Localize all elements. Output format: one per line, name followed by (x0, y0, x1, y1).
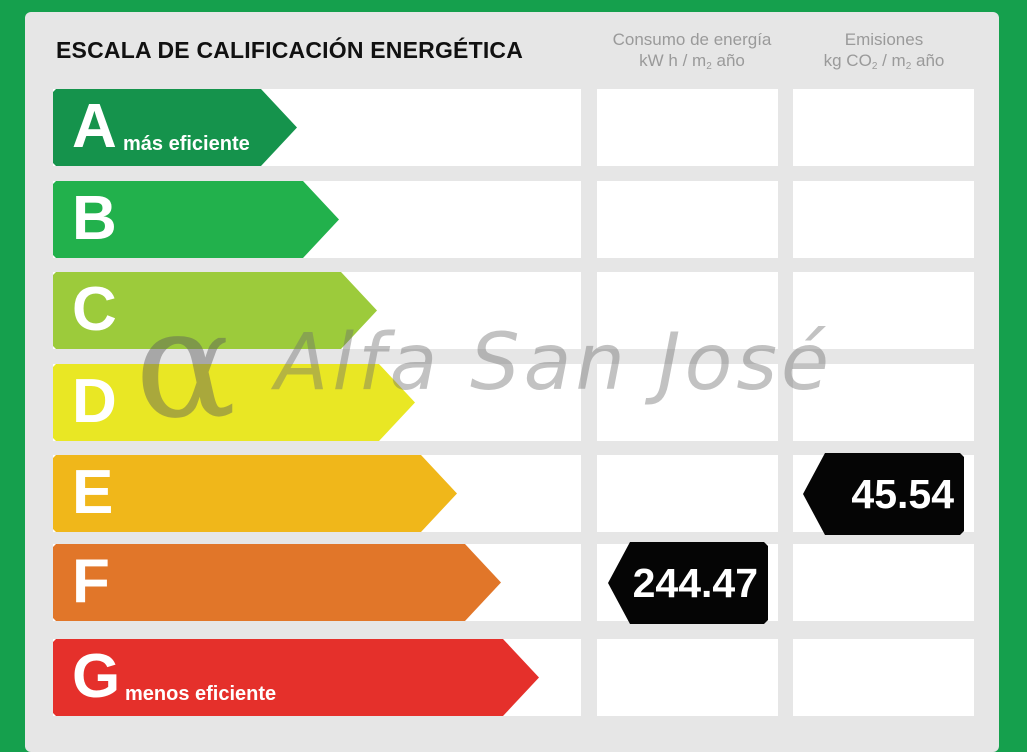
rating-arrow-shape (53, 364, 415, 441)
emissions-cell (793, 639, 974, 716)
emissions-cell (793, 181, 974, 258)
energy-header-line1: Consumo de energía (612, 30, 772, 49)
emissions-cell (793, 272, 974, 349)
rating-bar-d: D (53, 364, 415, 441)
rating-description: más eficiente (123, 133, 250, 155)
value-tag-shape (803, 453, 964, 535)
energy-cell (597, 272, 778, 349)
emissions-header-unit: kg CO2 / m2 año (823, 51, 945, 72)
rating-letter: C (72, 275, 117, 344)
rating-arrow-shape (53, 89, 297, 166)
energy-value-tag-text: 244.47 (632, 559, 758, 606)
rating-description: menos eficiente (125, 683, 277, 705)
rating-letter: D (72, 367, 117, 436)
rating-bar-c: C (53, 272, 377, 349)
energy-cell (597, 364, 778, 441)
emissions-value-tag: 45.54 (803, 453, 964, 535)
rating-bar-f: F (53, 544, 501, 621)
energy-cell (597, 181, 778, 258)
energy-value-tag: 244.47 (608, 542, 768, 624)
rating-letter: A (72, 92, 117, 161)
emissions-value-tag-text: 45.54 (851, 470, 954, 517)
rating-letter: E (72, 458, 114, 527)
emissions-cell (793, 364, 974, 441)
energy-column-header: Consumo de energía kW h / m2 año (601, 29, 783, 77)
energy-cell (597, 639, 778, 716)
rating-letter: B (72, 184, 117, 253)
energy-cell (597, 455, 778, 532)
emissions-column-header: Emisiones kg CO2 / m2 año (793, 29, 975, 77)
rating-bar-e: E (53, 455, 457, 532)
rating-arrow-shape (53, 181, 339, 258)
rating-bar-b: B (53, 181, 339, 258)
rating-arrow-shape (53, 639, 539, 716)
page-title: ESCALA DE CALIFICACIÓN ENERGÉTICA (56, 37, 524, 63)
emissions-cell (793, 544, 974, 621)
rating-letter: F (72, 547, 110, 616)
rating-letter: G (72, 642, 121, 711)
emissions-cell (793, 89, 974, 166)
value-tag-shape (608, 542, 768, 624)
emissions-header-line1: Emisiones (844, 30, 924, 49)
rating-arrow-shape (53, 272, 377, 349)
rating-arrow-shape (53, 455, 457, 532)
rating-arrow-shape (53, 544, 501, 621)
energy-cell (597, 89, 778, 166)
energy-header-unit: kW h / m2 año (639, 51, 745, 72)
